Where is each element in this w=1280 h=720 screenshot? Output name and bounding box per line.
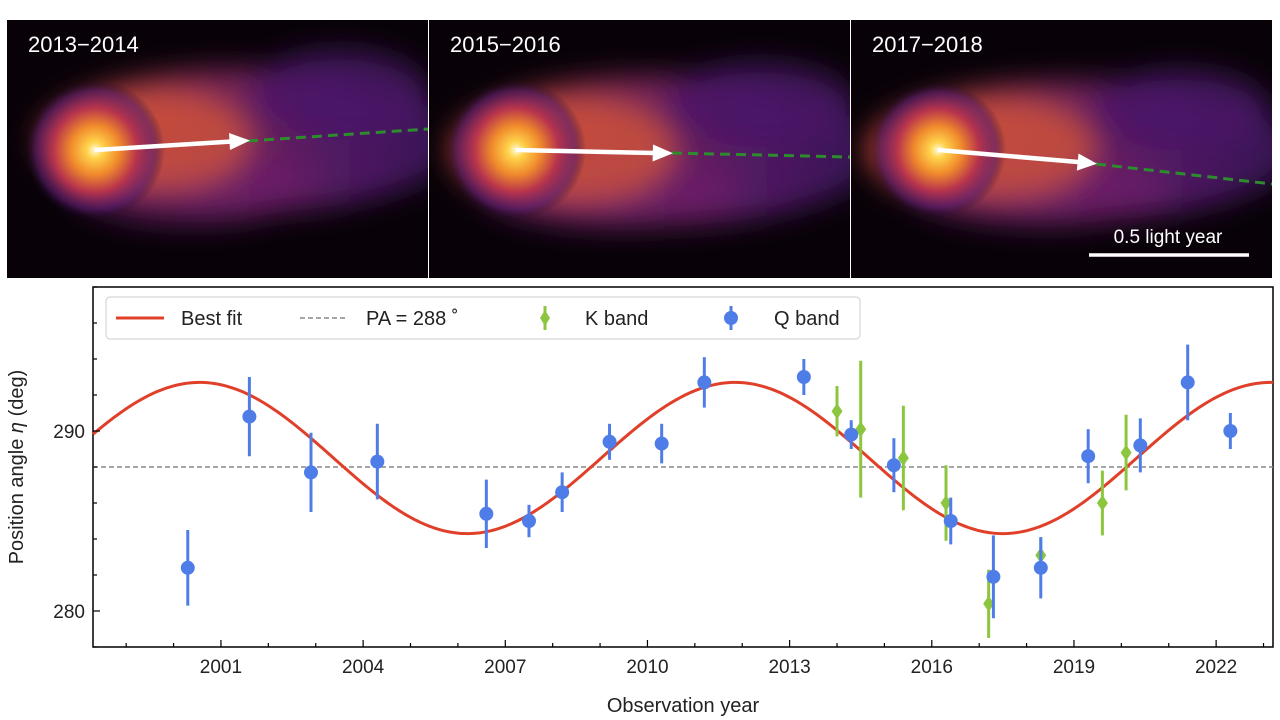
y-tick-label: 280 (53, 602, 85, 623)
k-band-point (1120, 444, 1132, 461)
legend-marker-k-band (540, 310, 550, 326)
legend: Best fit PA = 288 ˚ K band Q band (105, 296, 861, 340)
legend-item-q-band: Q band (724, 306, 840, 330)
best-fit-layer (92, 380, 1274, 536)
q-band-series (180, 344, 1238, 619)
panel-label: 2017−2018 (872, 32, 983, 57)
q-band-point (303, 465, 318, 480)
y-axis-label: Position angle η (deg) (6, 370, 28, 565)
q-band-point (370, 454, 385, 469)
q-band-point (1033, 560, 1048, 575)
q-band-point (1133, 438, 1148, 453)
x-tick-label: 2010 (626, 657, 668, 678)
q-band-point (654, 436, 669, 451)
k-band-point (940, 495, 952, 511)
x-tick-label: 2016 (911, 657, 953, 678)
legend-marker-q-band (724, 311, 738, 325)
legend-label: Best fit (181, 308, 243, 330)
direction-arrow (515, 144, 673, 162)
position-angle-chart: 2001 2004 2007 2010 2013 2016 2019 2022 280290 … (6, 286, 1274, 717)
best-fit-curve (92, 380, 1274, 536)
legend-label: PA = 288 ˚ (366, 308, 458, 330)
q-band-point (697, 375, 712, 390)
image-panel-3: 2017−2018 0.5 light year (851, 20, 1272, 278)
q-band-point (1081, 449, 1096, 464)
image-panel-2: 2015−2016 (429, 20, 850, 278)
x-axis-label: Observation year (607, 695, 760, 717)
q-band-point (1180, 375, 1195, 390)
x-tick-label: 2013 (768, 657, 810, 678)
x-tick-label: 2007 (484, 657, 526, 678)
q-band-point (555, 485, 570, 500)
k-band-point (1096, 495, 1108, 511)
scale-bar: 0.5 light year (1089, 227, 1249, 257)
x-tick-label: 2019 (1053, 657, 1095, 678)
x-tick-label: 2022 (1195, 657, 1237, 678)
legend-label: Q band (774, 308, 840, 330)
panel-label: 2015−2016 (450, 32, 561, 57)
legend-label: K band (585, 308, 648, 330)
legend-item-best-fit: Best fit (116, 308, 243, 330)
q-band-point (796, 370, 811, 384)
y-tick-label: 290 (53, 422, 85, 443)
axis-extension (1095, 162, 1272, 186)
q-band-point (180, 560, 195, 575)
legend-item-k-band: K band (540, 306, 648, 330)
q-band-point (242, 409, 257, 424)
k-band-point (897, 450, 909, 466)
q-band-point (886, 458, 901, 473)
q-band-point (1223, 424, 1238, 438)
q-band-point (602, 434, 617, 449)
x-tick-label: 2004 (342, 657, 385, 678)
x-axis: 2001 2004 2007 2010 2013 2016 2019 2022 (125, 640, 1265, 678)
q-band-point (479, 506, 494, 521)
x-tick-label: 2001 (200, 657, 242, 678)
panel-label: 2013−2014 (28, 32, 139, 57)
k-band-point (831, 403, 843, 420)
direction-arrow (94, 133, 250, 153)
direction-arrow (937, 147, 1097, 171)
axis-extension (247, 127, 428, 143)
y-axis: 280 290 (53, 286, 100, 648)
k-band-point (983, 595, 995, 612)
axis-extension (671, 151, 850, 159)
legend-item-reference: PA = 288 ˚ (300, 308, 458, 330)
scale-bar-label: 0.5 light year (1114, 227, 1223, 248)
image-panel-1: 2013−2014 (7, 20, 428, 278)
legend-box (105, 296, 861, 340)
q-band-point (844, 427, 859, 442)
q-band-point (986, 569, 1001, 584)
q-band-point (943, 514, 958, 528)
q-band-point (521, 514, 536, 528)
